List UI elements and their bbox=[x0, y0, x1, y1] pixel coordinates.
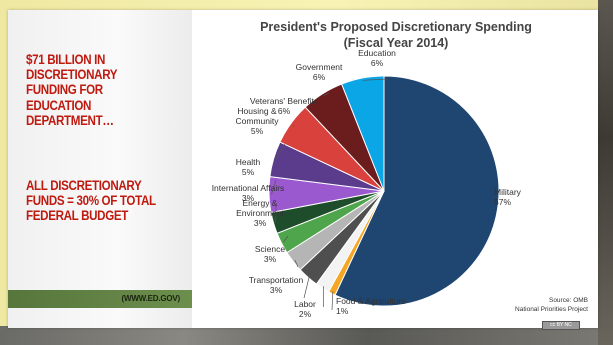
background-floor bbox=[0, 326, 613, 345]
slice-label-government: Government 6% bbox=[296, 62, 343, 82]
source-line-2: National Priorities Project bbox=[515, 306, 588, 313]
leader-line-energy-environment bbox=[283, 235, 289, 243]
slice-label-health: Health 5% bbox=[236, 157, 261, 177]
headline-discretionary-share: ALL DISCRETIONARY FUNDS = 30% OF TOTAL F… bbox=[26, 178, 156, 224]
license-badge: cc BY NC bbox=[542, 321, 580, 330]
slide: $71 BILLION IN DISCRETIONARY FUNDING FOR… bbox=[8, 10, 598, 330]
source-bar: (WWW.ED.GOV) bbox=[8, 290, 192, 308]
source-url-label: (WWW.ED.GOV) bbox=[121, 294, 181, 303]
leader-line-health bbox=[271, 179, 277, 195]
headline-funding: $71 BILLION IN DISCRETIONARY FUNDING FOR… bbox=[26, 52, 118, 128]
slide-left-panel: $71 BILLION IN DISCRETIONARY FUNDING FOR… bbox=[8, 10, 192, 328]
pie-slice-military bbox=[334, 75, 500, 307]
slice-label-housing-community: Housing & Community 5% bbox=[236, 106, 280, 136]
leader-line-government bbox=[323, 92, 330, 97]
slice-label-science: Science 3% bbox=[255, 244, 286, 264]
chart-title: President's Proposed Discretionary Spend… bbox=[260, 20, 532, 34]
pie-slice-education bbox=[341, 75, 385, 192]
leader-line-housing-community bbox=[275, 143, 286, 160]
source-line-1: Source: OMB bbox=[549, 297, 588, 304]
leader-line-education bbox=[362, 78, 388, 81]
slice-label-food-agriculture: Food & Agriculture 1% bbox=[336, 296, 406, 316]
leader-line-transportation bbox=[303, 275, 310, 299]
chart-subtitle: (Fiscal Year 2014) bbox=[344, 36, 449, 50]
slice-label-education: Education 6% bbox=[358, 48, 396, 68]
leader-line-science bbox=[294, 259, 299, 268]
slice-label-veterans-benefits: Veterans' Benefits 6% bbox=[250, 96, 318, 116]
leader-line-veterans-benefits bbox=[292, 124, 295, 128]
slice-label-international-affairs: International Affairs 3% bbox=[212, 183, 285, 203]
leader-line-food-agriculture bbox=[331, 291, 334, 311]
slice-label-transportation: Transportation 3% bbox=[249, 275, 304, 295]
slice-label-labor: Labor 2% bbox=[294, 299, 316, 319]
pie-chart: President's Proposed Discretionary Spend… bbox=[212, 20, 588, 319]
background-edge bbox=[598, 0, 613, 345]
slice-label-energy-environment: Energy & Environment 3% bbox=[236, 198, 284, 228]
slice-label-military: Military 57% bbox=[494, 187, 522, 207]
